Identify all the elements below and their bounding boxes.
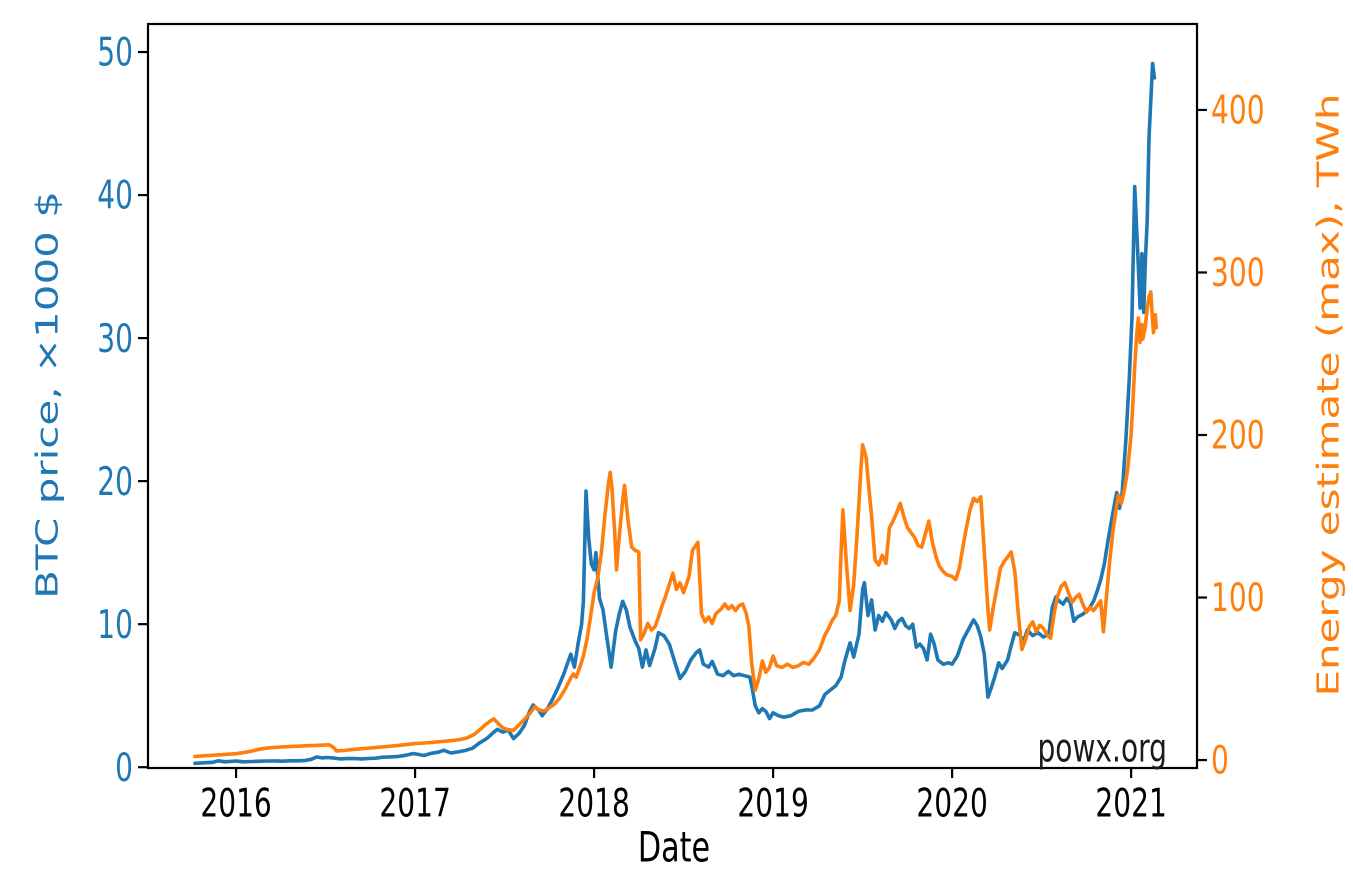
x-axis-label: Date [638,823,710,872]
ticks-layer: 2016 2017 2018 2019 2020 2021 0 10 20 30 40 50 0 100 2… [97,30,1264,827]
series-line-energy-estimate [193,290,1158,759]
series-layer [193,61,1158,766]
series-line-btc-price [193,61,1157,766]
x-tick-label: 2016 [200,781,271,827]
y-right-tick-label: 300 [1211,251,1265,297]
y-left-axis-label: BTC price, ×1000 $ [29,191,65,599]
y-left-tick-label: 50 [97,30,133,76]
y-right-tick-label: 100 [1211,576,1265,622]
x-tick-label: 2020 [916,781,987,827]
y-left-tick-label: 30 [97,316,133,362]
y-right-tick-label: 0 [1211,738,1229,784]
y-right-tick-label: 400 [1211,88,1265,134]
x-tick-label: 2018 [558,781,629,827]
x-tick-label: 2019 [737,781,808,827]
y-left-tick-label: 10 [97,602,133,648]
plot-border [146,22,1199,770]
y-left-tick-label: 40 [97,173,133,219]
y-right-axis-label: Energy estimate (max), TWh [1310,93,1346,696]
y-left-tick-label: 20 [97,459,133,505]
y-right-tick-label: 200 [1211,413,1265,459]
y-left-tick-label: 0 [115,745,133,791]
x-tick-label: 2017 [379,781,450,827]
source-annotation: powx.org [1037,726,1167,772]
x-tick-label: 2021 [1095,781,1166,827]
